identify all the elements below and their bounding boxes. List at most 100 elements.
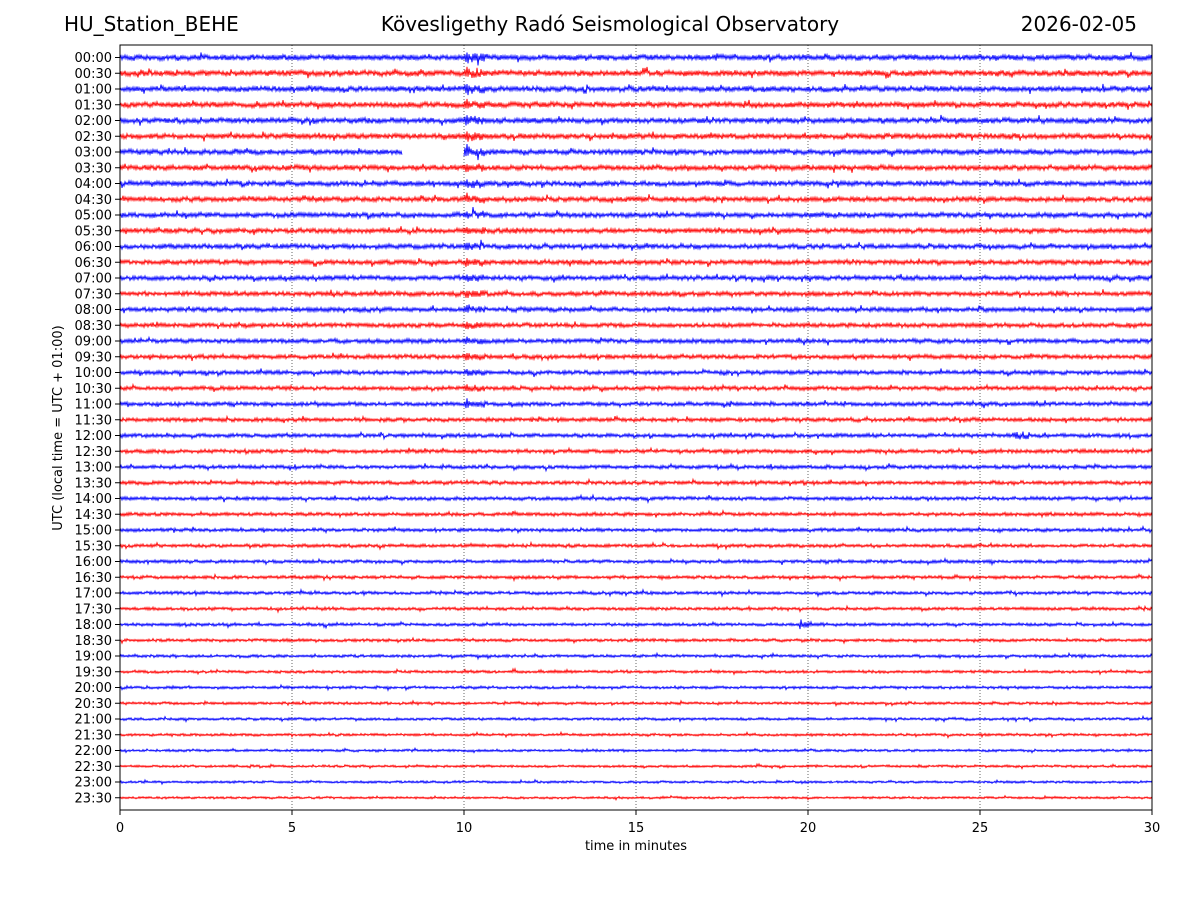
y-tick-label: 15:30 bbox=[75, 539, 112, 554]
trace-1530 bbox=[119, 540, 1153, 551]
y-tick-label: 20:00 bbox=[75, 681, 112, 696]
y-tick-label: 01:00 bbox=[75, 83, 112, 98]
y-tick-label: 05:30 bbox=[75, 224, 112, 239]
y-tick-label: 11:30 bbox=[75, 413, 112, 428]
x-tick-label: 15 bbox=[628, 821, 645, 836]
trace-0100 bbox=[119, 83, 1153, 96]
y-tick-label: 02:00 bbox=[75, 114, 112, 129]
trace-0330 bbox=[119, 162, 1153, 173]
x-tick-label: 30 bbox=[1144, 821, 1161, 836]
trace-0400 bbox=[119, 178, 1153, 189]
trace-2100 bbox=[119, 714, 1153, 723]
trace-1930 bbox=[119, 667, 1153, 676]
y-tick-label: 12:00 bbox=[75, 429, 112, 444]
trace-1800 bbox=[119, 619, 1153, 630]
trace-0630 bbox=[119, 257, 1153, 268]
y-tick-label: 18:00 bbox=[75, 618, 112, 633]
trace-1030 bbox=[119, 382, 1153, 394]
trace-0500 bbox=[119, 206, 1153, 221]
y-tick-label: 14:00 bbox=[75, 492, 112, 507]
x-tick-label: 10 bbox=[456, 821, 473, 836]
x-tick-label: 5 bbox=[288, 821, 296, 836]
trace-1130 bbox=[119, 414, 1153, 424]
trace-1630 bbox=[119, 572, 1153, 583]
trace-0130 bbox=[119, 98, 1153, 110]
trace-2030 bbox=[119, 699, 1153, 708]
y-axis: 00:0000:3001:0001:3002:0002:3003:0003:30… bbox=[75, 51, 120, 806]
trace-0900 bbox=[119, 335, 1153, 346]
y-tick-label: 17:00 bbox=[75, 587, 112, 602]
trace-0930 bbox=[119, 352, 1153, 362]
y-tick-label: 22:00 bbox=[75, 744, 112, 759]
y-tick-label: 10:00 bbox=[75, 366, 112, 381]
y-tick-label: 17:30 bbox=[75, 602, 112, 617]
y-tick-label: 01:30 bbox=[75, 98, 112, 113]
y-tick-label: 21:00 bbox=[75, 713, 112, 728]
y-tick-label: 04:00 bbox=[75, 177, 112, 192]
station-name: HU_Station_BEHE bbox=[64, 12, 239, 36]
y-tick-label: 03:00 bbox=[75, 146, 112, 161]
y-tick-label: 03:30 bbox=[75, 161, 112, 176]
y-tick-label: 22:30 bbox=[75, 760, 112, 775]
trace-1300 bbox=[119, 462, 1153, 473]
x-axis: 0 5 10 15 20 25 30 bbox=[116, 810, 1160, 836]
trace-1000 bbox=[119, 367, 1153, 378]
trace-2130 bbox=[119, 730, 1153, 739]
chart-date: 2026-02-05 bbox=[1020, 12, 1137, 36]
trace-1700 bbox=[119, 588, 1153, 598]
trace-0430 bbox=[119, 192, 1153, 204]
trace-0730 bbox=[119, 288, 1153, 299]
trace-1900 bbox=[119, 651, 1153, 661]
trace-0230 bbox=[119, 131, 1153, 142]
y-tick-label: 00:30 bbox=[75, 67, 112, 82]
trace-2000 bbox=[119, 683, 1153, 692]
y-tick-label: 02:30 bbox=[75, 130, 112, 145]
trace-1430 bbox=[119, 508, 1153, 519]
trace-0530 bbox=[119, 226, 1153, 236]
y-tick-label: 09:00 bbox=[75, 335, 112, 350]
trace-0000 bbox=[119, 51, 1153, 66]
trace-0030 bbox=[119, 66, 1153, 79]
trace-0700 bbox=[119, 273, 1153, 283]
y-tick-label: 12:30 bbox=[75, 445, 112, 460]
trace-1730 bbox=[119, 604, 1153, 614]
trace-0800 bbox=[119, 304, 1153, 315]
y-tick-label: 18:30 bbox=[75, 634, 112, 649]
y-tick-label: 16:30 bbox=[75, 571, 112, 586]
trace-1830 bbox=[119, 636, 1153, 645]
y-tick-label: 04:30 bbox=[75, 193, 112, 208]
y-tick-label: 13:00 bbox=[75, 461, 112, 476]
x-tick-label: 0 bbox=[116, 821, 124, 836]
y-tick-label: 15:00 bbox=[75, 524, 112, 539]
trace-1200 bbox=[119, 430, 1153, 441]
y-tick-label: 00:00 bbox=[75, 51, 112, 66]
trace-0200 bbox=[119, 114, 1153, 126]
x-tick-label: 25 bbox=[972, 821, 989, 836]
trace-2230 bbox=[119, 762, 1153, 770]
y-tick-label: 11:00 bbox=[75, 398, 112, 413]
chart-title: Kövesligethy Radó Seismological Observat… bbox=[380, 12, 840, 36]
y-tick-label: 23:30 bbox=[75, 791, 112, 806]
trace-2330 bbox=[119, 794, 1153, 802]
trace-2300 bbox=[119, 778, 1153, 786]
trace-1500 bbox=[119, 524, 1153, 535]
y-tick-label: 23:00 bbox=[75, 776, 112, 791]
y-tick-label: 16:00 bbox=[75, 555, 112, 570]
plot-area-background bbox=[120, 45, 1152, 810]
y-tick-label: 14:30 bbox=[75, 508, 112, 523]
y-tick-label: 19:00 bbox=[75, 650, 112, 665]
y-tick-label: 13:30 bbox=[75, 476, 112, 491]
trace-0600 bbox=[119, 239, 1153, 251]
y-tick-label: 08:00 bbox=[75, 303, 112, 318]
y-tick-label: 08:30 bbox=[75, 319, 112, 334]
y-tick-label: 07:30 bbox=[75, 287, 112, 302]
y-tick-label: 19:30 bbox=[75, 665, 112, 680]
trace-group bbox=[119, 51, 1153, 802]
y-tick-label: 07:00 bbox=[75, 272, 112, 287]
trace-0300 bbox=[119, 143, 1153, 161]
y-tick-label: 06:30 bbox=[75, 256, 112, 271]
trace-1600 bbox=[119, 556, 1153, 567]
y-tick-label: 10:30 bbox=[75, 382, 112, 397]
trace-1330 bbox=[119, 477, 1153, 488]
